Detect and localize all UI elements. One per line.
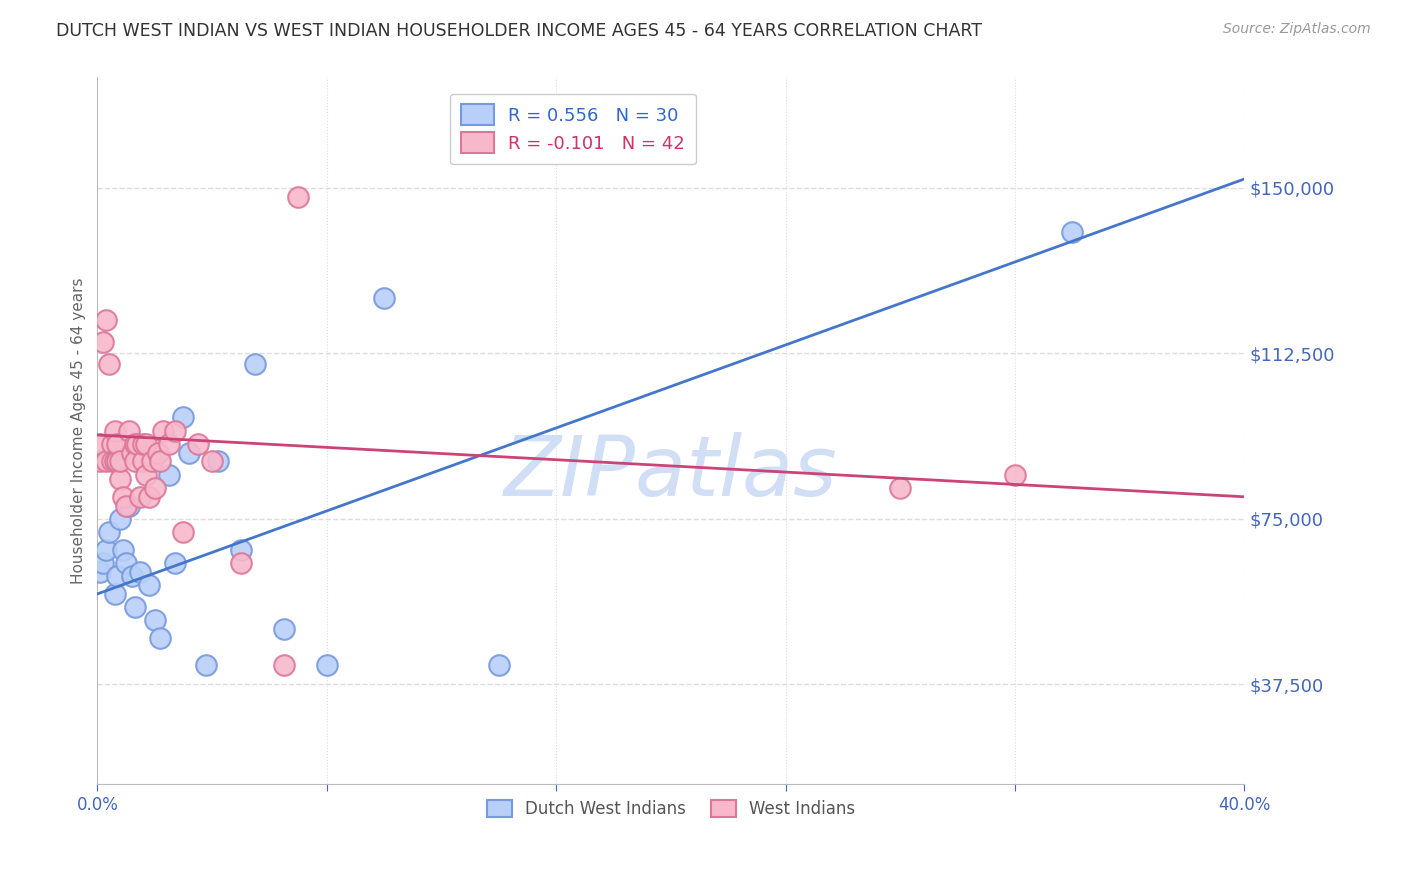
Point [273,622,295,636]
Point [103,424,125,438]
Point [127,437,149,451]
Text: Source: ZipAtlas.com: Source: ZipAtlas.com [1223,22,1371,37]
Point [121,445,143,459]
Point [94,454,117,468]
Point [163,556,186,570]
Point [163,424,186,438]
Point [138,578,160,592]
Point [110,472,132,486]
Point [138,490,160,504]
Point [207,454,229,468]
Point [107,569,129,583]
Text: ZIPatlas: ZIPatlas [505,433,838,514]
Point [100,437,122,451]
Point [124,437,146,451]
Text: DUTCH WEST INDIAN VS WEST INDIAN HOUSEHOLDER INCOME AGES 45 - 64 YEARS CORRELATI: DUTCH WEST INDIAN VS WEST INDIAN HOUSEHO… [56,22,983,40]
Point [129,490,152,504]
Point [100,454,122,468]
Point [157,437,180,451]
Point [118,424,141,438]
Point [110,454,132,468]
Point [89,454,111,468]
Point [97,357,120,371]
Point [112,490,135,504]
Point [488,657,510,672]
Point [287,189,309,203]
Point [89,565,111,579]
Point [121,569,143,583]
Point [103,587,125,601]
Point [373,291,395,305]
Point [143,481,166,495]
Point [172,525,194,540]
Point [129,565,152,579]
Point [201,454,224,468]
Point [94,542,117,557]
Point [89,437,111,451]
Point [1004,467,1026,482]
Point [187,437,209,451]
Point [149,454,172,468]
Point [94,313,117,327]
Point [97,525,120,540]
Point [91,335,114,350]
Point [135,467,157,482]
Point [91,556,114,570]
Point [273,657,295,672]
Point [124,454,146,468]
Point [157,467,180,482]
Point [132,454,155,468]
Point [103,454,125,468]
Point [152,424,174,438]
Legend: Dutch West Indians, West Indians: Dutch West Indians, West Indians [479,793,862,825]
Point [229,542,252,557]
Point [172,410,194,425]
Point [146,445,169,459]
Point [115,556,138,570]
Point [143,614,166,628]
Point [243,357,266,371]
Point [132,454,155,468]
Point [107,454,129,468]
Point [229,556,252,570]
Point [889,481,911,495]
Point [107,437,129,451]
Point [135,437,157,451]
Point [195,657,218,672]
Point [118,499,141,513]
Point [132,437,155,451]
Point [1062,225,1084,239]
Y-axis label: Householder Income Ages 45 - 64 years: Householder Income Ages 45 - 64 years [72,277,86,584]
Point [179,445,201,459]
Point [115,499,138,513]
Point [149,631,172,645]
Point [112,542,135,557]
Point [315,657,337,672]
Point [141,454,163,468]
Point [124,600,146,615]
Point [110,512,132,526]
